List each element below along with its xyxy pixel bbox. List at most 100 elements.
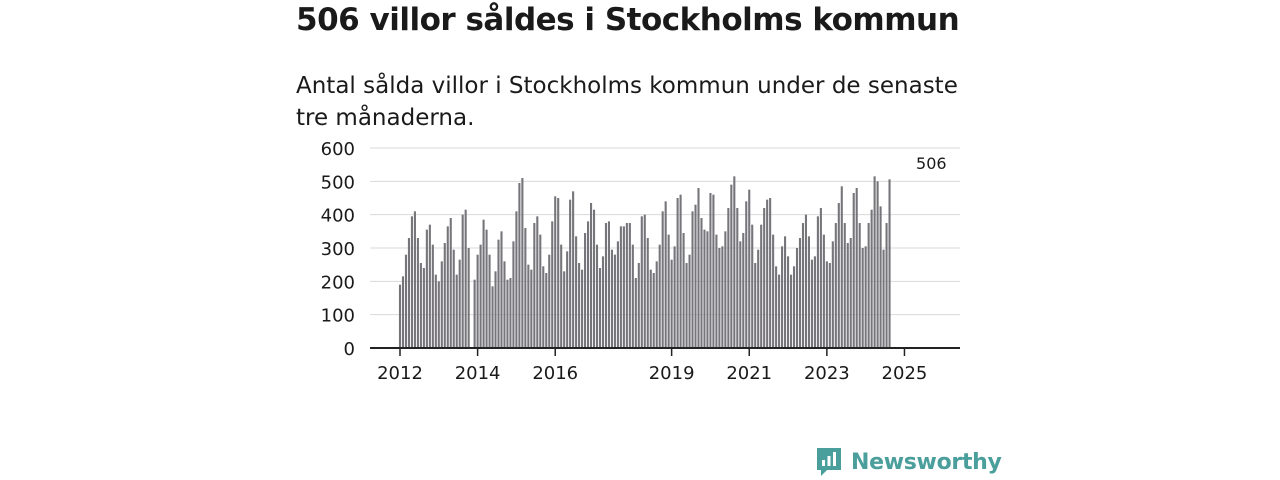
bar xyxy=(413,211,416,348)
bar xyxy=(757,249,760,348)
bar xyxy=(787,256,790,348)
bar xyxy=(760,224,763,348)
bar xyxy=(658,244,661,348)
bar xyxy=(888,179,891,348)
bar xyxy=(682,233,685,348)
bar xyxy=(631,244,634,348)
bar xyxy=(864,246,867,348)
bar xyxy=(607,221,610,348)
bar xyxy=(625,223,628,348)
bar xyxy=(804,214,808,348)
bar xyxy=(676,198,679,348)
bar xyxy=(536,216,539,348)
x-tick-label: 2021 xyxy=(726,363,772,384)
bar xyxy=(482,219,485,348)
y-tick-label: 500 xyxy=(321,172,355,193)
bar xyxy=(455,274,458,348)
bar xyxy=(398,284,402,348)
newsworthy-logo: Newsworthy xyxy=(815,446,1002,478)
bar xyxy=(434,274,437,348)
bar xyxy=(410,216,413,348)
bar xyxy=(742,233,745,348)
bar xyxy=(640,216,643,348)
bar xyxy=(503,261,506,348)
bar xyxy=(613,254,616,348)
bar xyxy=(754,263,757,348)
bar xyxy=(766,199,769,348)
bar xyxy=(545,273,548,348)
bar xyxy=(763,208,766,348)
bar xyxy=(807,236,810,348)
bar xyxy=(730,184,733,348)
bar xyxy=(772,234,775,348)
bar xyxy=(542,266,545,348)
bar xyxy=(792,266,796,348)
x-tick-label: 2019 xyxy=(649,363,695,384)
bar xyxy=(688,254,691,348)
bar xyxy=(798,238,802,348)
bar xyxy=(831,241,834,348)
bar xyxy=(781,246,784,348)
bar xyxy=(825,261,828,348)
bar xyxy=(587,221,590,348)
bar xyxy=(554,196,557,348)
bar xyxy=(718,248,721,348)
bar xyxy=(404,254,408,348)
bar xyxy=(697,188,700,348)
bar xyxy=(736,208,739,348)
annotations: 506 xyxy=(916,154,947,173)
bar xyxy=(479,244,482,348)
x-axis-ticks: 2012 2014 2016 2019 2021 2023 2025 xyxy=(377,348,927,384)
y-tick-label: 400 xyxy=(321,206,355,227)
brand-name: Newsworthy xyxy=(851,449,1002,475)
bar xyxy=(679,194,682,348)
bar xyxy=(467,248,470,348)
bar xyxy=(563,271,566,348)
bar xyxy=(861,248,864,348)
bar xyxy=(533,223,536,348)
bar xyxy=(440,261,443,348)
bar xyxy=(416,238,419,348)
bar xyxy=(721,246,724,348)
bar xyxy=(557,198,560,348)
bar xyxy=(655,261,658,348)
bar xyxy=(425,229,428,348)
y-tick-label: 0 xyxy=(344,339,355,360)
bar xyxy=(521,178,524,348)
bar xyxy=(572,191,575,348)
bar xyxy=(581,269,584,348)
bar xyxy=(712,194,715,348)
y-tick-label: 100 xyxy=(321,306,355,327)
bar xyxy=(819,208,822,348)
bar xyxy=(789,274,793,348)
bar xyxy=(828,263,831,348)
newsworthy-logo-icon xyxy=(817,448,841,476)
bar xyxy=(616,241,619,348)
bar xyxy=(443,243,446,348)
bar xyxy=(724,231,727,348)
bar xyxy=(407,238,411,348)
bar xyxy=(422,268,425,348)
bar xyxy=(879,206,882,348)
bars xyxy=(398,176,891,348)
bar xyxy=(506,279,509,348)
x-tick-label: 2023 xyxy=(804,363,850,384)
bar xyxy=(628,223,631,348)
bar xyxy=(637,263,640,348)
bar xyxy=(661,211,664,348)
bar xyxy=(584,233,587,348)
x-tick-label: 2012 xyxy=(377,363,423,384)
bar xyxy=(437,281,440,348)
bar xyxy=(646,238,649,348)
bar xyxy=(622,226,625,348)
bar xyxy=(428,224,431,348)
y-tick-label: 200 xyxy=(321,272,355,293)
bar xyxy=(449,218,452,348)
bar xyxy=(840,186,843,348)
bar xyxy=(595,244,599,348)
bar xyxy=(491,286,494,348)
bar xyxy=(834,223,837,348)
bar xyxy=(703,229,706,348)
bar xyxy=(485,229,488,348)
x-tick-label: 2016 xyxy=(532,363,578,384)
